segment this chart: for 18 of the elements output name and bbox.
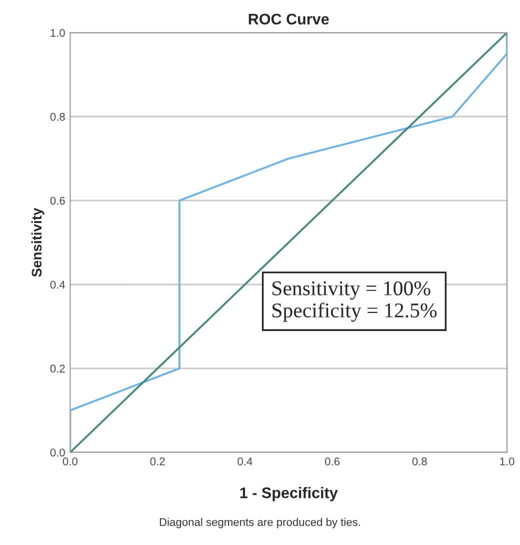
y-tick-label: 0.0	[50, 448, 65, 456]
y-tick-label: 1.0	[50, 28, 65, 37]
x-axis-title: 1 - Specificity	[240, 487, 338, 502]
text: Diagonal segments are produced by ties.	[160, 518, 360, 528]
x-tick-label: 0.6	[324, 458, 340, 466]
annotation: Sensitivity = 100% Specificity = 12.5%	[272, 281, 437, 322]
y-tick-label: 0.8	[50, 112, 65, 121]
line-series	[70, 32, 507, 452]
y-tick-label: 0.6	[50, 196, 65, 205]
y-tick-label: 0.4	[50, 280, 66, 289]
y-tick-label: 0.2	[50, 364, 65, 373]
x-tick-label: 0.4	[238, 458, 252, 466]
x-tick-label: 0.2	[150, 458, 165, 466]
chart-title: ROC Curve	[248, 14, 329, 25]
y-axis-title: Sensitivity	[31, 208, 44, 277]
x-tick-label: 0.0	[62, 458, 78, 466]
x-tick-label: 1.0	[500, 458, 514, 466]
x-tick-label: 0.8	[412, 458, 427, 466]
